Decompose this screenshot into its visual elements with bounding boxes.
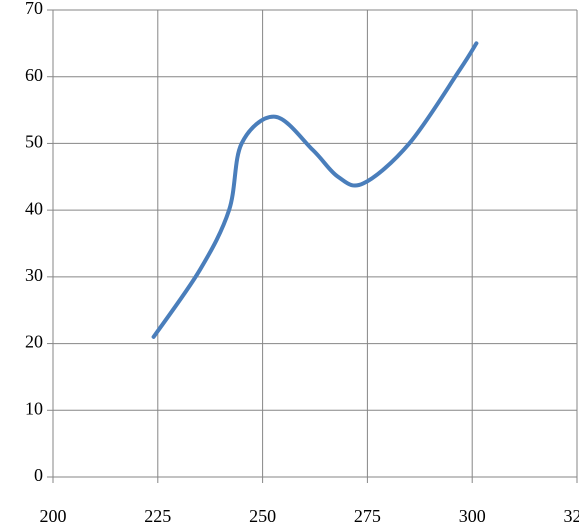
x-tick-label: 225 bbox=[144, 506, 171, 526]
x-tick-label: 250 bbox=[249, 506, 276, 526]
x-tick-label: 200 bbox=[40, 506, 67, 526]
y-tick-label: 10 bbox=[25, 398, 43, 418]
y-tick-label: 40 bbox=[25, 198, 43, 218]
y-tick-label: 70 bbox=[25, 0, 43, 18]
y-tick-label: 30 bbox=[25, 265, 43, 285]
y-tick-label: 0 bbox=[34, 465, 43, 485]
y-tick-label: 50 bbox=[25, 132, 43, 152]
x-tick-label: 275 bbox=[354, 506, 381, 526]
y-tick-label: 20 bbox=[25, 332, 43, 352]
data-line bbox=[151, 41, 479, 339]
y-tick-label: 60 bbox=[25, 65, 43, 85]
x-tick-label: 300 bbox=[459, 506, 486, 526]
x-tick-label: 325 bbox=[564, 506, 579, 526]
